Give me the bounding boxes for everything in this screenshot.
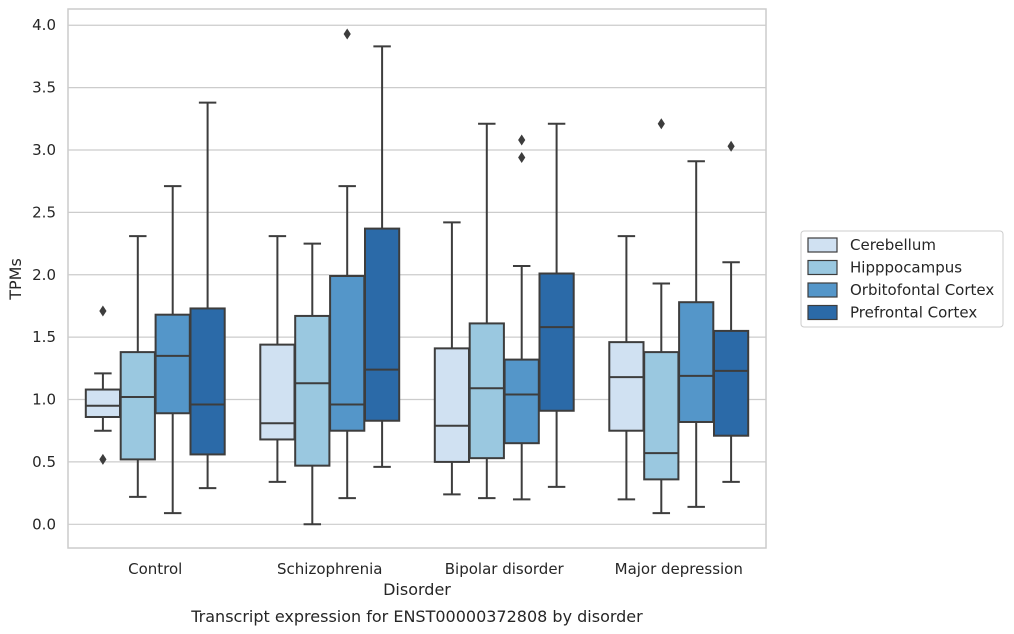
- legend-label: Cerebellum: [850, 236, 936, 254]
- box: [643, 118, 680, 515]
- box: [712, 140, 750, 483]
- y-tick-label: 4.0: [32, 16, 56, 34]
- legend: Cerebellum Hipppocampus Orbitofontal Corte…: [800, 230, 1004, 328]
- box-body: [259, 343, 296, 441]
- box-body: [503, 358, 540, 445]
- y-tick-label: 0.5: [32, 453, 56, 471]
- x-tick-label: Bipolar disorder: [445, 560, 565, 578]
- legend-swatch: [807, 304, 838, 321]
- y-tick-label: 3.5: [32, 79, 56, 97]
- box: [678, 160, 715, 508]
- box-body: [154, 313, 191, 415]
- x-tick-labels: Control Schizophrenia Bipolar disorder Majo…: [128, 560, 743, 578]
- box: [154, 185, 191, 515]
- box-body: [538, 272, 575, 412]
- box-body: [643, 351, 680, 481]
- box-body: [189, 307, 226, 456]
- legend-items: Cerebellum Hipppocampus Orbitofontal Corte…: [807, 236, 994, 322]
- legend-swatch: [807, 282, 838, 298]
- box: [468, 122, 505, 500]
- legend-swatch: [807, 237, 838, 253]
- y-tick-label: 1.0: [32, 391, 56, 409]
- outlier-point: [99, 305, 107, 317]
- x-tick-label: Major depression: [615, 560, 743, 578]
- x-axis-title: Disorder: [383, 580, 451, 599]
- box: [538, 122, 575, 488]
- y-tick-label: 3.0: [32, 141, 56, 159]
- legend-swatch: [807, 259, 838, 276]
- chart-caption: Transcript expression for ENST0000037280…: [190, 607, 643, 626]
- box-body: [678, 301, 715, 423]
- y-axis-title: TPMs: [6, 258, 25, 301]
- outlier-point: [657, 118, 665, 130]
- y-tick-label: 2.5: [32, 203, 56, 221]
- legend-label: Hipppocampus: [850, 259, 962, 277]
- box: [189, 101, 226, 490]
- box-body: [712, 329, 750, 437]
- box: [294, 242, 331, 526]
- y-tick-label: 1.5: [32, 328, 56, 346]
- box-body: [294, 314, 331, 467]
- outlier-point: [518, 151, 526, 163]
- box: [84, 305, 122, 465]
- x-tick-label: Schizophrenia: [277, 560, 382, 578]
- outlier-point: [727, 140, 735, 152]
- box: [433, 221, 471, 496]
- outlier-point: [518, 134, 526, 146]
- box-body: [468, 322, 505, 460]
- box-body: [119, 351, 156, 461]
- plot-frame: [67, 8, 767, 549]
- boxes-layer: [84, 28, 750, 526]
- box: [329, 28, 366, 500]
- box-body: [329, 275, 366, 432]
- box: [259, 235, 296, 483]
- box: [119, 235, 156, 498]
- outlier-point: [99, 453, 107, 465]
- box-body: [433, 347, 471, 463]
- box: [503, 134, 540, 501]
- box-body: [608, 341, 645, 432]
- y-tick-labels: 0.0 0.5 1.0 1.5 2.0 2.5 3.0 3.5 4.0: [32, 16, 56, 533]
- legend-frame: [800, 230, 1004, 328]
- y-tick-label: 0.0: [32, 515, 56, 533]
- box-body: [363, 227, 401, 422]
- box: [363, 45, 401, 468]
- legend-label: Orbitofontal Cortex: [850, 281, 994, 299]
- legend-label: Prefrontal Cortex: [850, 304, 977, 322]
- y-tick-label: 2.0: [32, 266, 56, 284]
- x-tick-label: Control: [128, 560, 182, 578]
- box: [608, 235, 645, 501]
- outlier-point: [343, 28, 351, 40]
- box-body: [84, 388, 122, 418]
